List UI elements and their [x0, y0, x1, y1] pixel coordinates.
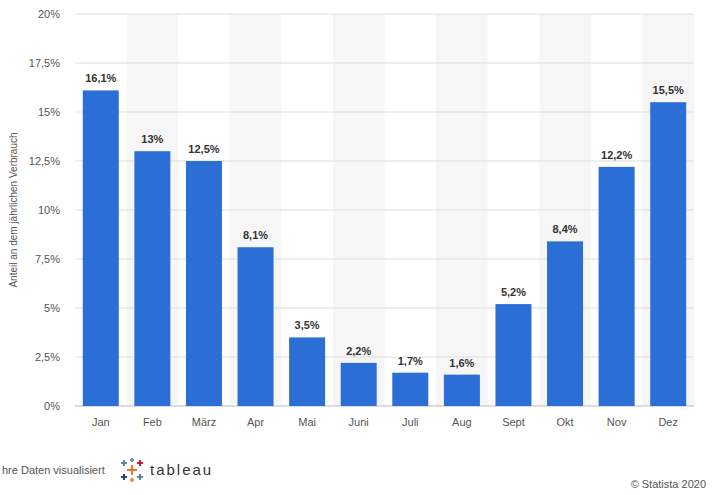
- x-tick-label: Feb: [143, 416, 162, 428]
- grid-line: [75, 14, 694, 15]
- data-label: 5,2%: [501, 286, 526, 298]
- data-label: 12,5%: [188, 143, 219, 155]
- data-label: 16,1%: [85, 72, 116, 84]
- logo-stroke: [130, 479, 134, 481]
- y-tick-label: 20%: [38, 8, 60, 20]
- x-tick-label: Sept: [502, 416, 525, 428]
- bar: [495, 304, 531, 406]
- bar: [134, 151, 170, 406]
- x-tick-label: Apr: [247, 416, 264, 428]
- logo-stroke: [123, 474, 125, 480]
- bar: [650, 102, 686, 406]
- logo-stroke: [130, 459, 134, 461]
- x-tick-label: Nov: [607, 416, 627, 428]
- credit-logo-text: tableau: [150, 461, 213, 478]
- grid-line: [75, 63, 694, 64]
- bar: [392, 373, 428, 406]
- data-label: 1,7%: [398, 355, 423, 367]
- data-label: 2,2%: [346, 345, 371, 357]
- grid-line: [75, 112, 694, 113]
- bar: [547, 241, 583, 406]
- chart-svg: 0% 2,5% 5% 7,5% 10% 12,5% 15% 17,5% 20% Anteil an…: [0, 0, 723, 495]
- bar: [238, 247, 274, 406]
- x-tick-label: Jan: [92, 416, 110, 428]
- source-text: © Statista 2020: [631, 478, 706, 490]
- data-label: 13%: [141, 133, 163, 145]
- y-tick-label: 10%: [38, 204, 60, 216]
- x-tick-label: Okt: [556, 416, 573, 428]
- logo-stroke: [139, 474, 141, 480]
- bar: [186, 161, 222, 406]
- y-tick-label: 0%: [44, 400, 60, 412]
- data-label: 8,4%: [553, 223, 578, 235]
- data-label: 15,5%: [653, 84, 684, 96]
- credit-text: hre Daten visualisiert: [2, 464, 105, 476]
- bar: [289, 337, 325, 406]
- data-label: 8,1%: [243, 229, 268, 241]
- y-tick-label: 5%: [44, 302, 60, 314]
- y-tick-label: 12,5%: [29, 155, 60, 167]
- bar: [444, 375, 480, 406]
- y-tick-label: 15%: [38, 106, 60, 118]
- data-label: 12,2%: [601, 149, 632, 161]
- logo-stroke: [131, 478, 133, 482]
- data-label: 1,6%: [449, 357, 474, 369]
- y-axis-label: Anteil an dem jährlichen Verbrauch: [8, 132, 19, 287]
- x-tick-label: März: [192, 416, 216, 428]
- bars-group: [83, 90, 686, 406]
- bar: [341, 363, 377, 406]
- bar: [83, 90, 119, 406]
- logo-stroke: [139, 460, 141, 466]
- x-tick-label: Juli: [402, 416, 419, 428]
- x-tick-label: Aug: [452, 416, 472, 428]
- y-tick-label: 2,5%: [35, 351, 60, 363]
- chart-container: 0% 2,5% 5% 7,5% 10% 12,5% 15% 17,5% 20% Anteil an…: [0, 0, 723, 495]
- x-tick-label: Juni: [349, 416, 369, 428]
- x-tick-label: Dez: [658, 416, 678, 428]
- y-tick-label: 17,5%: [29, 57, 60, 69]
- logo-stroke: [123, 460, 125, 466]
- bar: [599, 167, 635, 406]
- tableau-logo-icon: [121, 458, 143, 482]
- logo-stroke: [131, 465, 133, 475]
- logo-stroke: [131, 458, 133, 462]
- data-label: 3,5%: [295, 319, 320, 331]
- y-tick-label: 7,5%: [35, 253, 60, 265]
- x-tick-label: Mai: [298, 416, 316, 428]
